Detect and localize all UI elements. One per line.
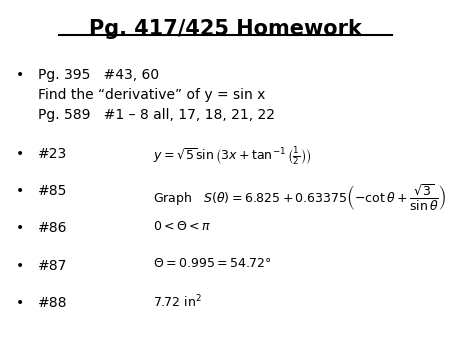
Text: •: • xyxy=(16,184,24,198)
Text: $\Theta=0.995=54.72\degree$: $\Theta=0.995=54.72\degree$ xyxy=(153,257,271,270)
Text: •: • xyxy=(16,147,24,161)
Text: •: • xyxy=(16,68,24,81)
Text: #88: #88 xyxy=(38,296,68,310)
Text: Pg. 395   #43, 60
Find the “derivative” of y = sin x
Pg. 589   #1 – 8 all, 17, 1: Pg. 395 #43, 60 Find the “derivative” of… xyxy=(38,68,275,122)
Text: •: • xyxy=(16,259,24,272)
Text: $\mathrm{Graph}\quad S(\theta)=6.825+0.63375\left(-\cot\theta+\dfrac{\sqrt{3}}{\: $\mathrm{Graph}\quad S(\theta)=6.825+0.6… xyxy=(153,183,446,213)
Text: #87: #87 xyxy=(38,259,68,272)
Text: $0<\Theta<\pi$: $0<\Theta<\pi$ xyxy=(153,220,211,233)
Text: #85: #85 xyxy=(38,184,68,198)
Text: #23: #23 xyxy=(38,147,68,161)
Text: $y=\sqrt{5}\sin\left(3x+\tan^{-1}\left(\frac{1}{2}\right)\right)$: $y=\sqrt{5}\sin\left(3x+\tan^{-1}\left(\… xyxy=(153,145,312,167)
Text: •: • xyxy=(16,296,24,310)
Text: $7.72\ \mathrm{in}^{2}$: $7.72\ \mathrm{in}^{2}$ xyxy=(153,294,202,311)
Text: #86: #86 xyxy=(38,221,68,235)
Text: Pg. 417/425 Homework: Pg. 417/425 Homework xyxy=(89,19,361,39)
Text: •: • xyxy=(16,221,24,235)
